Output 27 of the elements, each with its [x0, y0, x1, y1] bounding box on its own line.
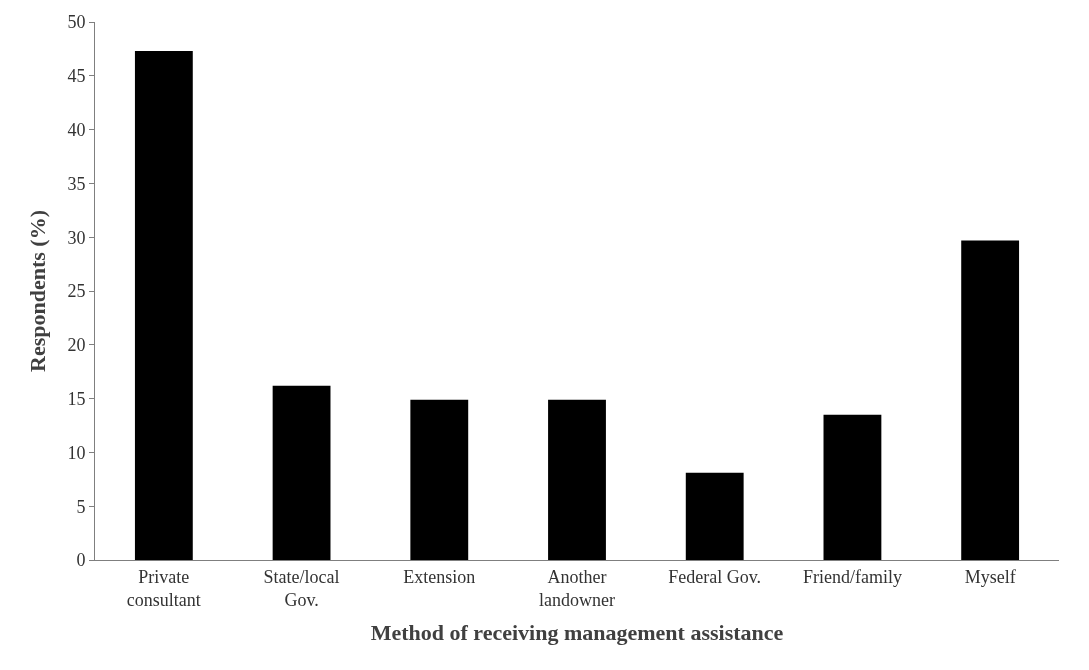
y-axis-title: Respondents (%) [25, 210, 51, 372]
bar [134, 51, 193, 560]
y-tick-label: 40 [67, 119, 86, 140]
x-tick-label: Another landowner [539, 566, 615, 610]
y-tick-label: 10 [67, 442, 86, 463]
bar [548, 399, 606, 560]
y-tick-label: 30 [67, 227, 86, 248]
x-tick-label: Myself [964, 566, 1016, 587]
y-tick-label: 15 [67, 388, 86, 409]
x-tick-label: Extension [403, 566, 476, 587]
bar [410, 399, 469, 560]
y-tick-label: 45 [67, 66, 86, 87]
bar [823, 414, 882, 560]
y-tick-label: 25 [67, 281, 86, 302]
bar [272, 385, 331, 560]
bar [685, 472, 744, 560]
y-tick-label: 35 [67, 173, 86, 194]
y-tick-label: 20 [67, 335, 86, 356]
bar [961, 240, 1020, 560]
x-axis-title: Method of receiving management assistance [370, 619, 784, 645]
x-tick-label: State/local Gov. [263, 566, 340, 610]
x-tick-label: Private consultant [126, 566, 201, 610]
y-tick-label: 0 [76, 550, 86, 571]
y-tick-label: 50 [67, 12, 86, 33]
x-tick-label: Friend/family [802, 566, 902, 587]
y-tick-label: 5 [76, 496, 86, 517]
x-tick-label: Federal Gov. [668, 566, 762, 587]
